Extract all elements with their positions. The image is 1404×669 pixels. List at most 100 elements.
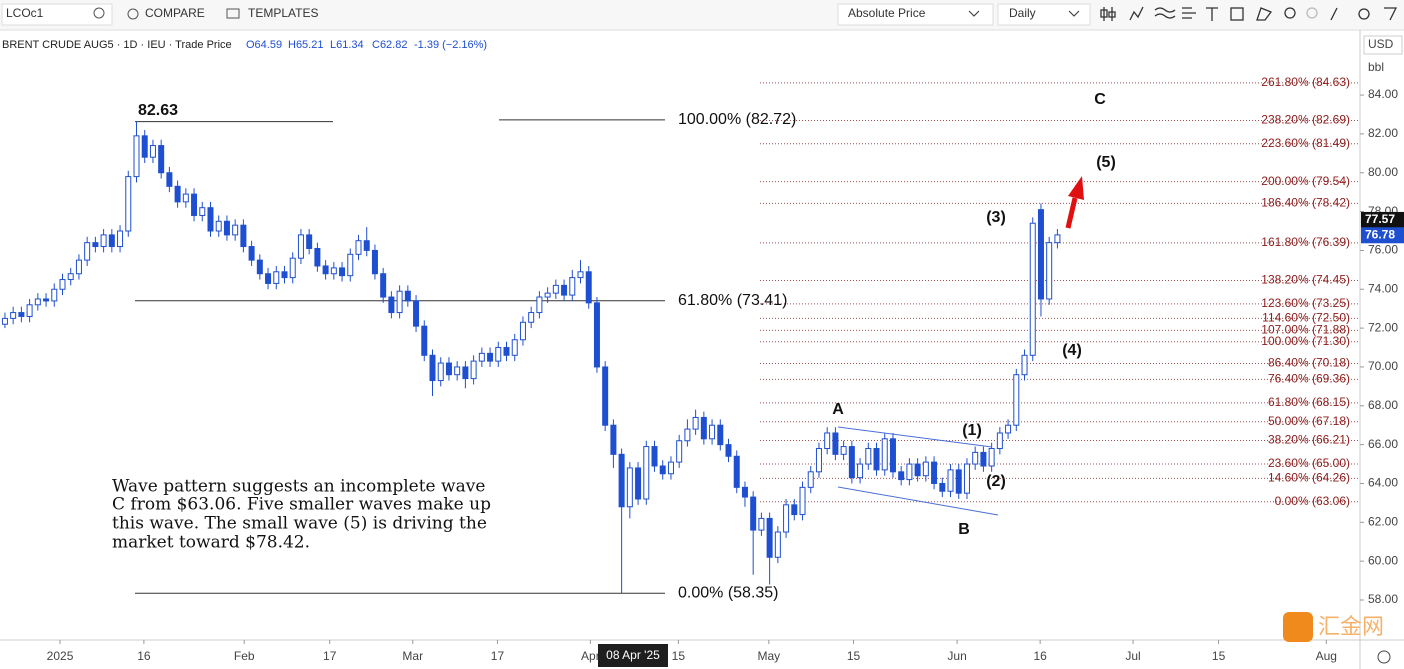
candle-body: [700, 416, 707, 440]
symbol[interactable]: LCOc1: [6, 6, 44, 20]
interval[interactable]: Daily: [1009, 6, 1036, 20]
y-tick-label: 82.00: [1368, 126, 1398, 140]
candle-body: [766, 517, 773, 558]
candle-body: [824, 432, 831, 450]
unit[interactable]: bbl: [1368, 60, 1384, 74]
candle-body: [248, 246, 255, 261]
fib-label: 114.60% (72.50): [1262, 311, 1350, 325]
wave-label: (2): [986, 473, 1006, 490]
candle-body: [963, 463, 970, 494]
candle-body: [462, 366, 469, 380]
fib-label: 261.80% (84.63): [1261, 75, 1350, 89]
candle-body: [519, 321, 526, 341]
candle-body: [1029, 222, 1036, 356]
toolbar: [0, 0, 1404, 30]
candle-body: [289, 257, 296, 279]
plot: 58.00 60.00 62.00 64.00 66.00 68.00 70.00 72.00…: [1, 75, 1398, 663]
x-tick-label: Apr: [581, 649, 600, 663]
candle-body: [881, 438, 888, 471]
x-tick-label: Feb: [234, 649, 255, 663]
candle-body: [10, 312, 17, 319]
candle-body: [692, 416, 699, 430]
candle-body: [733, 455, 740, 488]
tool-icons[interactable]: [1100, 6, 1398, 21]
candle-body: [684, 428, 691, 442]
fib-label: 107.00% (71.88): [1261, 323, 1350, 337]
candle-body: [799, 486, 806, 516]
fib-label: 123.60% (73.25): [1261, 296, 1350, 310]
candle-body: [273, 271, 280, 284]
candle-body: [569, 277, 576, 296]
note-line: market toward $78.42.: [112, 533, 310, 553]
candle-body: [67, 273, 74, 281]
fib-label: 61.80% (68.15): [1268, 395, 1350, 409]
settings-icon[interactable]: [1377, 650, 1391, 664]
currency-box[interactable]: [1363, 35, 1403, 55]
instrument-name: BRENT CRUDE AUG5 · 1D · IEU · Trade Pric…: [2, 39, 232, 51]
templates-button[interactable]: TEMPLATES: [248, 6, 318, 20]
candle-body: [149, 145, 156, 158]
arrow-shaft: [1065, 197, 1078, 229]
wave-label: B: [958, 521, 970, 538]
fib-label: 200.00% (79.54): [1261, 174, 1350, 188]
candle-body: [487, 352, 494, 362]
candle-body: [84, 242, 91, 261]
candle-body: [931, 461, 938, 484]
candle-body: [815, 448, 822, 473]
y-tick-label: 58.00: [1368, 592, 1398, 606]
candle-body: [832, 432, 839, 455]
price-mode[interactable]: Absolute Price: [848, 6, 926, 20]
candle-body: [758, 517, 765, 531]
candle-body: [232, 224, 239, 236]
y-tick-label: 62.00: [1368, 514, 1398, 528]
candle-body: [199, 207, 206, 216]
y-tick-label: 60.00: [1368, 553, 1398, 567]
fib-label: 161.80% (76.39): [1261, 235, 1350, 249]
candle-body: [626, 467, 633, 508]
note-line: this wave. The small wave (5) is driving…: [112, 514, 487, 534]
fib-label: 223.60% (81.49): [1261, 136, 1350, 150]
candle-body: [873, 448, 880, 471]
compare-button[interactable]: COMPARE: [145, 6, 205, 20]
candle-body: [618, 453, 625, 508]
price-tag-label: 76.78: [1365, 227, 1395, 241]
candle-body: [380, 273, 387, 298]
wave-label: (3): [986, 209, 1006, 226]
templates-icon: [226, 8, 240, 19]
candle-body: [561, 284, 568, 296]
candle-body: [437, 362, 444, 382]
candle-body: [709, 424, 716, 440]
symbol-box[interactable]: [1, 3, 113, 26]
x-tick-label: 2025: [47, 649, 74, 663]
legend-low: L61.34: [330, 39, 364, 51]
wave-label: (1): [962, 422, 982, 439]
candle-body: [774, 531, 781, 558]
price-mode-box[interactable]: [837, 3, 994, 26]
candle-body: [347, 253, 354, 277]
price-tag: [1361, 227, 1404, 244]
currency[interactable]: USD: [1368, 37, 1394, 51]
candle-body: [215, 220, 222, 232]
candle-body: [955, 469, 962, 494]
x-tick-label: 15: [847, 649, 861, 663]
candle-body: [478, 352, 485, 362]
candle-body: [889, 438, 896, 473]
search-icon[interactable]: [93, 7, 105, 19]
fib-label: 38.20% (66.21): [1268, 433, 1350, 447]
candle-body: [141, 135, 148, 158]
candle-body: [536, 296, 543, 314]
candle-body: [265, 273, 272, 284]
wave-label: (5): [1096, 154, 1116, 171]
fib-label: 61.80% (73.41): [678, 292, 787, 309]
candle-body: [635, 467, 642, 500]
fib-label: 14.60% (64.26): [1268, 471, 1350, 485]
watermark-logo: [1283, 612, 1313, 642]
fib-label: 100.00% (82.72): [678, 111, 796, 128]
compare-icon: [127, 8, 139, 20]
interval-box[interactable]: [997, 3, 1091, 26]
candle-body: [741, 486, 748, 498]
x-tick-label: Mar: [402, 649, 423, 663]
candle-body: [1037, 209, 1044, 300]
candle-body: [371, 249, 378, 275]
peak-label: 82.63: [138, 102, 178, 119]
